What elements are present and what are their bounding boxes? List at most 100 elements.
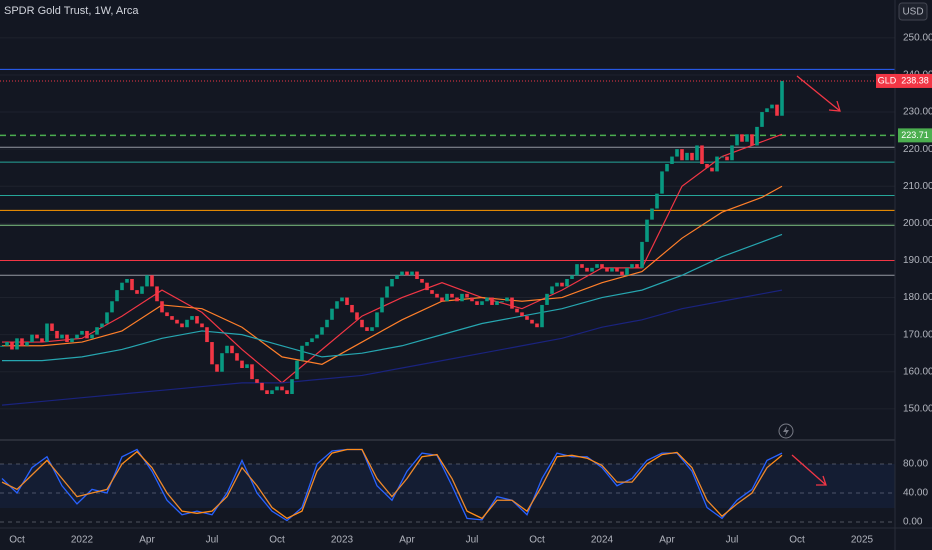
candle (310, 338, 314, 343)
candle (220, 353, 224, 372)
y-tick-label: 150.00 (903, 403, 932, 414)
stochastic-line (1, 448, 783, 520)
candle (410, 271, 414, 276)
plot-layer (0, 68, 895, 522)
candle (655, 193, 659, 209)
last-price-label: 238.38 (901, 75, 929, 85)
candle (590, 267, 594, 272)
candle (425, 282, 429, 291)
currency-label[interactable]: USD (902, 7, 923, 18)
x-tick-label: 2022 (71, 535, 94, 546)
candle (160, 301, 164, 313)
candle (710, 167, 714, 172)
candle (225, 345, 229, 354)
x-tick-label: Oct (269, 535, 285, 546)
candle (105, 312, 109, 324)
candle (765, 108, 769, 113)
candle (85, 330, 89, 339)
candle (60, 334, 64, 339)
candle (490, 297, 494, 305)
candle (760, 112, 764, 127)
y-tick-label: 160.00 (903, 366, 932, 377)
candle (170, 316, 174, 320)
candle (240, 360, 244, 369)
candle (445, 293, 449, 302)
y2-tick-label: 40.00 (903, 488, 928, 499)
candle (375, 312, 379, 328)
candle (340, 297, 344, 302)
candle (280, 386, 284, 391)
candle (195, 316, 199, 324)
candle (95, 327, 99, 335)
candle (190, 316, 194, 320)
candle (600, 264, 604, 268)
candle (735, 134, 739, 146)
y-tick-label: 220.00 (903, 144, 932, 155)
candle (550, 286, 554, 294)
candle (505, 297, 509, 302)
candle (140, 286, 144, 294)
candle (70, 338, 74, 343)
candle (535, 323, 539, 328)
candle (350, 304, 354, 313)
candle (440, 297, 444, 302)
candle (80, 330, 84, 335)
moving-average (2, 185, 783, 365)
candle (665, 163, 669, 172)
candle (775, 104, 779, 116)
candle (370, 327, 374, 331)
y-tick-label: 200.00 (903, 218, 932, 229)
candle (465, 293, 469, 298)
x-tick-label: Oct (789, 535, 805, 546)
candle (725, 156, 729, 161)
moving-average (1, 289, 783, 406)
currency-button[interactable] (898, 2, 928, 21)
candle (630, 264, 634, 268)
candle (475, 301, 479, 305)
candle (715, 156, 719, 172)
candle (185, 319, 189, 328)
symbol-tag (876, 73, 898, 88)
candle (150, 275, 154, 287)
moving-average (2, 133, 783, 384)
moving-average (2, 233, 783, 362)
candle (120, 282, 124, 291)
candle (365, 327, 369, 331)
candle (570, 275, 574, 279)
candle (500, 301, 504, 303)
x-tick-label: Jul (466, 535, 479, 546)
alert-icon[interactable] (778, 423, 794, 439)
candle (575, 264, 579, 276)
y-tick-label: 250.00 (903, 32, 932, 43)
candle (745, 134, 749, 142)
candle (235, 353, 239, 361)
candle (0, 345, 4, 347)
candle (645, 219, 649, 242)
candle (620, 271, 624, 276)
candle (545, 293, 549, 305)
candle (670, 156, 674, 164)
candle (40, 338, 44, 343)
x-tick-label: 2024 (591, 535, 614, 546)
candle (25, 342, 29, 346)
candle (45, 323, 49, 343)
grid-layer (0, 37, 895, 523)
candle (335, 301, 339, 309)
candle (525, 316, 529, 320)
candle (135, 290, 139, 294)
candle (100, 323, 104, 328)
candle (245, 364, 249, 369)
candle (640, 241, 644, 268)
candle (685, 152, 689, 161)
candle (680, 149, 684, 161)
candle (10, 342, 14, 350)
candle (385, 286, 389, 298)
candle (750, 134, 754, 146)
x-tick-label: Jul (206, 535, 219, 546)
candle (780, 80, 784, 116)
candle (285, 390, 289, 394)
candle (55, 330, 59, 339)
candle (705, 163, 709, 168)
candle (380, 297, 384, 313)
candle (125, 278, 129, 283)
